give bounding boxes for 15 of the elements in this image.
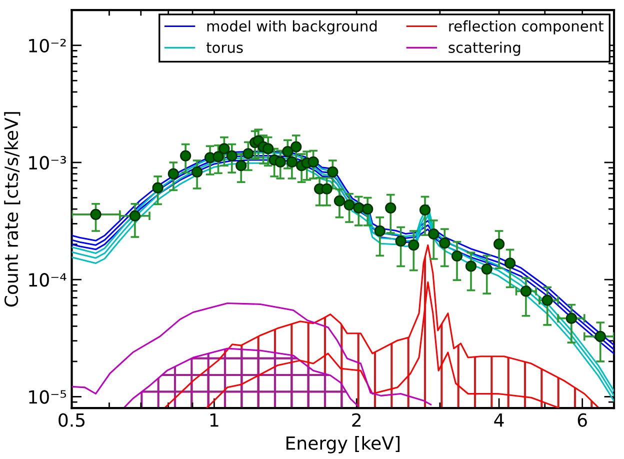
y-tick-label: 10⁻³: [29, 156, 66, 170]
legend-label: torus: [206, 42, 243, 53]
x-tick-label: 0.5: [58, 413, 85, 427]
y-axis-title: Count rate [cts/s/keV]: [4, 112, 20, 307]
legend-label: model with background: [207, 20, 377, 34]
legend-label: scattering: [448, 42, 520, 56]
y-tick-label: 10⁻⁵: [29, 390, 66, 404]
x-tick-label: 6: [578, 413, 587, 427]
x-tick-label: 2: [352, 413, 361, 427]
y-tick-label: 10⁻²: [29, 38, 66, 52]
legend-label: reflection component: [449, 20, 604, 34]
x-tick-label: 4: [494, 413, 504, 427]
y-tick-label: 10⁻⁴: [29, 273, 66, 287]
x-tick-label: 1: [210, 413, 218, 427]
x-axis-title: Energy [keV]: [286, 436, 400, 454]
